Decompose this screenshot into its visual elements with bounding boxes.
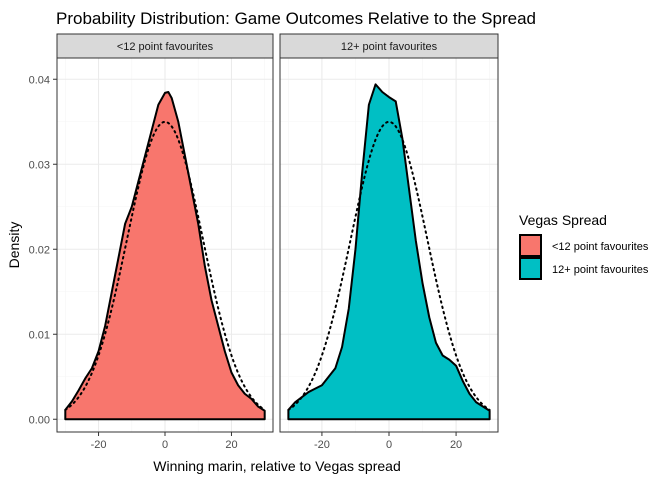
normal-reference-curve-1 (64, 120, 266, 411)
facet-panel-2: 12+ point favourites (279, 33, 499, 433)
legend-key-1 (519, 234, 542, 257)
density-area-1 (64, 91, 266, 421)
y-axis: 0.00 0.01 0.02 0.03 0.04 (29, 74, 57, 426)
legend-label-1: <12 point favourites (552, 241, 649, 253)
facet-strip-2 (279, 33, 499, 59)
x-tick-label: 0 (162, 439, 168, 451)
x-tick-label: 20 (450, 439, 462, 451)
density-area-2 (287, 83, 491, 421)
x-axis-1: -20 0 20 (91, 432, 238, 451)
legend: Vegas Spread <12 point favourites 12+ po… (519, 212, 649, 280)
y-tick-label: 0.02 (29, 244, 50, 256)
normal-reference-curve-2 (287, 120, 491, 411)
y-tick-label: 0.01 (29, 329, 50, 341)
legend-label-2: 12+ point favourites (552, 264, 649, 276)
facet-strip-label-2: 12+ point favourites (341, 41, 438, 53)
y-axis-title: Density (6, 222, 22, 269)
x-tick-label: -20 (91, 439, 107, 451)
facet-panel-1: <12 point favourites (56, 33, 274, 433)
x-tick-label: 0 (386, 439, 392, 451)
facet-strip-1 (56, 33, 274, 59)
facet-strip-label-1: <12 point favourites (117, 41, 214, 53)
x-tick-label: 20 (225, 439, 237, 451)
chart-title: Probability Distribution: Game Outcomes … (56, 9, 536, 28)
x-axis-title: Winning marin, relative to Vegas spread (153, 458, 400, 474)
y-tick-label: 0.00 (29, 414, 50, 426)
x-tick-label: -20 (314, 439, 330, 451)
legend-title: Vegas Spread (519, 212, 607, 228)
legend-key-2 (519, 257, 542, 280)
y-tick-label: 0.03 (29, 159, 50, 171)
x-axis-2: -20 0 20 (314, 432, 462, 451)
y-tick-label: 0.04 (29, 74, 50, 86)
